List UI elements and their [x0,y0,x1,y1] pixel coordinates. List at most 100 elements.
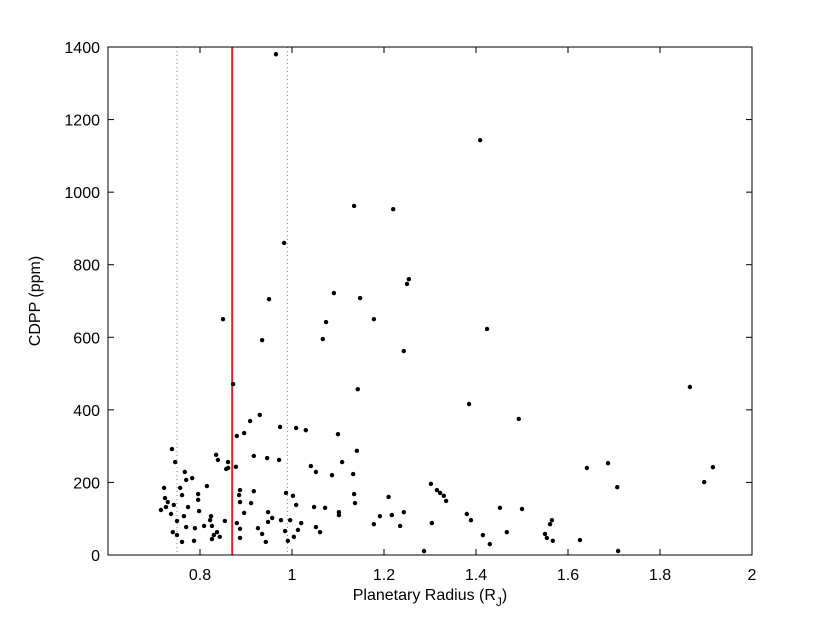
point [282,528,288,534]
point [701,479,707,485]
point [204,483,210,489]
point [247,418,253,424]
point [211,532,216,538]
point [484,326,490,332]
point [251,453,257,459]
point [401,348,406,354]
plot-frame [107,46,753,556]
point [178,485,183,491]
point [265,509,271,515]
point [371,521,377,527]
point [519,506,525,512]
point [322,505,328,511]
point [195,491,201,497]
point [184,524,189,530]
point [504,529,510,535]
point [313,469,319,475]
point [257,412,262,418]
point [339,459,345,465]
point [389,512,395,518]
point [477,138,483,143]
y-tick-label: 400 [73,403,100,420]
point [158,507,164,513]
point [255,525,261,531]
point [222,518,228,524]
point [371,316,377,322]
point [615,548,621,554]
point [584,465,590,471]
x-tick-label: 1.8 [649,567,671,584]
point [233,464,239,470]
point [230,381,236,387]
y-tick-label: 200 [73,475,100,492]
point [577,537,583,543]
point [291,534,297,540]
point [397,523,403,529]
point [277,424,283,430]
point [161,485,167,491]
point [549,517,555,523]
point [293,502,299,508]
point [172,459,178,465]
point [401,509,406,515]
point [605,460,611,466]
point [303,427,308,433]
point [213,452,219,458]
point [283,490,289,496]
x-tick-label: 1.4 [465,567,487,584]
point [710,464,716,470]
point [317,529,323,535]
point [264,455,270,461]
x-tick-label: 1.6 [557,567,579,584]
point [516,416,521,422]
x-axis-label-subscript: J [496,595,502,609]
point [234,520,239,526]
point [421,548,427,554]
point [377,513,383,519]
point [163,504,169,510]
point [237,526,243,532]
point [263,539,268,545]
point [266,296,272,302]
point [687,384,693,390]
point [217,534,222,540]
point [237,535,243,541]
point [293,425,299,431]
point [259,531,265,537]
point [196,508,202,514]
point [184,477,189,483]
point [225,465,231,471]
point [391,206,396,212]
point [429,520,435,526]
point [313,524,319,530]
point [480,532,486,538]
point [299,520,304,526]
point [270,515,275,521]
point [615,484,620,490]
point [464,511,469,517]
point [251,488,257,494]
point [169,446,175,452]
point [406,277,412,282]
point [209,536,215,542]
point [174,518,180,524]
y-tick-label: 1400 [64,40,100,57]
point [168,511,174,517]
x-tick-label: 1.2 [373,567,395,584]
point [241,510,247,516]
point [214,529,220,535]
y-tick-label: 600 [73,330,100,347]
point [443,498,449,504]
y-tick-label: 800 [73,258,100,275]
point [323,319,329,325]
point [547,521,553,527]
point [351,203,357,209]
point [320,336,326,342]
point [191,538,197,544]
x-axis-label: Planetary Radius (RJ) [353,587,508,609]
point [174,532,180,538]
point [234,433,239,439]
